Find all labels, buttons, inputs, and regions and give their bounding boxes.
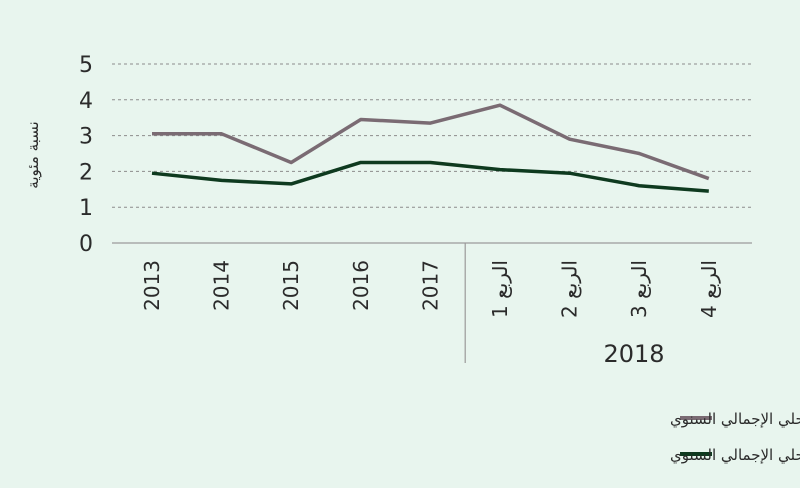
x-tick-label: الربع 3: [627, 260, 651, 318]
x-tick-label: 2016: [349, 260, 373, 311]
grid-lines: [112, 63, 752, 208]
x-tick-label: 2014: [210, 260, 234, 311]
y-tick-labels: 0 1 2 3 4 5: [79, 53, 93, 257]
y-axis-label: نسبة مئوية: [24, 121, 42, 188]
series-line-1: [152, 103, 710, 181]
legend-label-1: مجموعة العشرين - ناشئة - الناتج المحلي ا…: [670, 410, 800, 429]
y-tick-label: 4: [79, 89, 93, 114]
y-tick-label: 1: [79, 196, 93, 221]
y-tick-label: 5: [79, 53, 93, 78]
x-tick-label: 2013: [140, 260, 164, 311]
x-tick-label: الربع 1: [488, 260, 512, 318]
x-tick-label: 2017: [418, 260, 442, 311]
series-line-2: [151, 160, 709, 193]
legend: مجموعة العشرين - ناشئة - الناتج المحلي ا…: [670, 410, 800, 465]
legend-label-2: مجموعة العشرين - متقدمة - الناتج المحلي …: [670, 446, 800, 465]
x-group-label-2018: 2018: [603, 340, 664, 368]
x-tick-label: الربع 4: [697, 260, 721, 318]
x-tick-label: الربع 2: [558, 260, 582, 318]
series-lines: [151, 103, 710, 193]
x-axis: [112, 242, 752, 363]
x-tick-labels: 2013 2014 2015 2016 2017 الربع 1 الربع 2 الربع …: [140, 260, 721, 318]
y-tick-label: 0: [79, 232, 93, 257]
y-tick-label: 2: [79, 160, 93, 185]
y-tick-label: 3: [79, 125, 93, 150]
x-tick-label: 2015: [279, 260, 303, 311]
